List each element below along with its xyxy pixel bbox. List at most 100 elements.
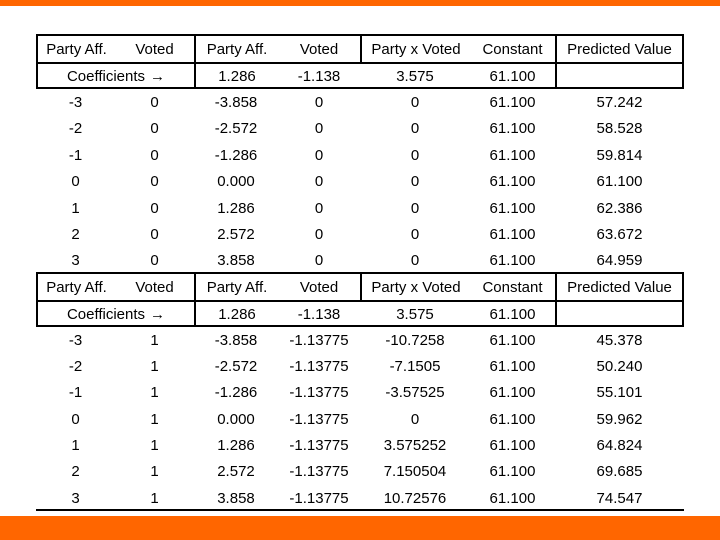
coef-voted: -1.138 [297,68,341,85]
arrow-right-icon: → [150,68,166,85]
header-constant: Constant [482,278,543,296]
cell-voted-term: -1.13775 [289,410,349,428]
cell-party-x-voted: 3.575252 [383,436,447,454]
cell-party-aff: -1 [68,146,83,164]
header-party-aff-input: Party Aff. [46,40,107,58]
cell-party-aff-term: 0.000 [217,410,255,428]
cell-party-aff: 1 [71,199,80,217]
table-row: 3 1 3.858 -1.13775 10.72576 61.100 74.54… [36,485,684,511]
cell-predicted: 62.386 [596,199,643,217]
table-row: -1 1 -1.286 -1.13775 -3.57525 61.100 55.… [36,379,684,405]
cell-voted: 1 [150,383,159,401]
cell-party-x-voted: -10.7258 [385,331,445,349]
cell-party-x-voted: 0 [410,172,420,190]
cell-party-aff-term: 2.572 [217,462,255,480]
cell-predicted: 61.100 [596,172,643,190]
cell-voted-term: 0 [314,251,324,269]
header-voted-input: Voted [135,40,174,58]
coef-party-aff: 1.286 [194,64,278,89]
column-header-row: Party Aff. Voted Party Aff. Voted Party … [38,36,682,62]
cell-voted: 1 [150,462,159,480]
cell-party-x-voted: 0 [410,199,420,217]
cell-predicted: 59.814 [596,146,643,164]
cell-predicted: 63.672 [596,225,643,243]
cell-voted: 1 [150,489,159,507]
cell-voted: 1 [150,410,159,428]
cell-constant: 61.100 [489,489,536,507]
cell-voted: 1 [150,331,159,349]
cell-party-aff: -2 [68,119,83,137]
table-row: -1 0 -1.286 0 0 61.100 59.814 [36,142,684,168]
cell-party-x-voted: -7.1505 [389,357,441,375]
cell-voted-term: 0 [314,199,324,217]
table-row: 1 1 1.286 -1.13775 3.575252 61.100 64.82… [36,432,684,458]
table-row: -2 1 -2.572 -1.13775 -7.1505 61.100 50.2… [36,353,684,379]
coefficients-label: Coefficients → [38,64,194,89]
cell-voted-term: 0 [314,146,324,164]
cell-party-aff-term: -3.858 [214,331,258,349]
cell-constant: 61.100 [489,410,536,428]
cell-voted: 0 [150,93,159,111]
cell-party-aff: 0 [71,410,80,428]
coef-constant: 61.100 [489,306,536,323]
cell-constant: 61.100 [489,199,536,217]
cell-voted-term: 0 [314,225,324,243]
header-party-aff-term: Party Aff. [194,36,278,62]
regression-prediction-table: Party Aff. Voted Party Aff. Voted Party … [36,0,684,516]
cell-predicted: 74.547 [596,489,643,507]
table-row: -3 1 -3.858 -1.13775 -10.7258 61.100 45.… [36,327,684,353]
cell-voted-term: -1.13775 [289,436,349,454]
cell-voted: 0 [150,146,159,164]
table-row: 1 0 1.286 0 0 61.100 62.386 [36,195,684,221]
cell-predicted: 50.240 [596,357,643,375]
cell-voted: 0 [150,172,159,190]
cell-voted-term: 0 [314,93,324,111]
header-party-aff-input: Party Aff. [46,278,107,296]
cell-constant: 61.100 [489,93,536,111]
cell-voted: 0 [150,199,159,217]
table-row: 0 1 0.000 -1.13775 0 61.100 59.962 [36,406,684,432]
cell-constant: 61.100 [489,383,536,401]
cell-party-aff-term: 1.286 [217,436,255,454]
coefficients-label-text: Coefficients [66,68,146,85]
column-header-row: Party Aff. Voted Party Aff. Voted Party … [38,274,682,300]
table-bottom-border [36,509,684,511]
coef-constant: 61.100 [489,68,536,85]
header-block-2: Party Aff. Voted Party Aff. Voted Party … [36,272,684,327]
cell-party-aff: 1 [71,436,80,454]
cell-party-x-voted: 0 [410,225,420,243]
cell-party-x-voted: 10.72576 [383,489,447,507]
cell-party-aff: 3 [71,251,80,269]
cell-party-x-voted: 7.150504 [383,462,447,480]
cell-party-aff-term: -1.286 [214,383,258,401]
coefficients-label-text: Coefficients [66,306,146,323]
arrow-right-icon: → [150,306,166,323]
cell-constant: 61.100 [489,146,536,164]
cell-party-aff: -1 [68,383,83,401]
cell-party-aff: -3 [68,331,83,349]
cell-party-x-voted: -3.57525 [385,383,445,401]
coefficients-row: Coefficients → 1.286 -1.138 3.575 61.100 [38,300,682,327]
cell-constant: 61.100 [489,462,536,480]
cell-predicted: 58.528 [596,119,643,137]
cell-party-x-voted: 0 [410,146,420,164]
cell-party-aff: 0 [71,172,80,190]
header-party-x-voted: Party x Voted [360,274,470,300]
header-voted-term: Voted [299,278,339,296]
cell-voted-term: -1.13775 [289,383,349,401]
header-party-x-voted: Party x Voted [360,36,470,62]
cell-predicted: 45.378 [596,331,643,349]
cell-voted-term: 0 [314,172,324,190]
coefficients-row: Coefficients → 1.286 -1.138 3.575 61.100 [38,62,682,89]
header-voted-input: Voted [135,278,174,296]
cell-party-aff-term: 3.858 [217,251,255,269]
cell-party-aff-term: -1.286 [214,146,258,164]
bottom-accent-bar [0,516,720,540]
cell-party-aff: 3 [71,489,80,507]
header-voted-term: Voted [299,40,339,58]
cell-party-aff-term: 3.858 [217,489,255,507]
coef-party-x-voted: 3.575 [396,306,434,323]
cell-voted-term: 0 [314,119,324,137]
cell-party-aff-term: -2.572 [214,119,258,137]
cell-party-x-voted: 0 [410,251,420,269]
